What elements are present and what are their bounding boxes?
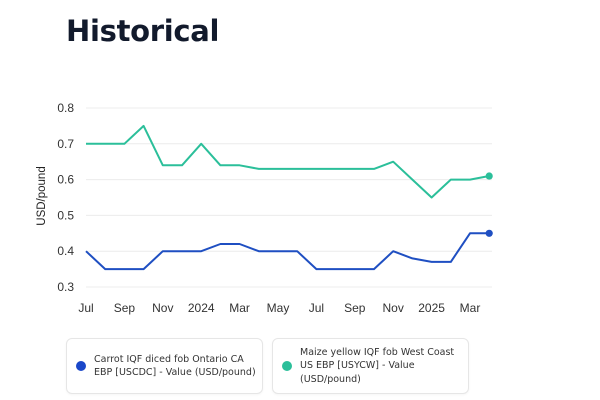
- y-tick-label: 0.7: [57, 137, 74, 151]
- x-tick-label: 2024: [188, 301, 215, 315]
- series-lines: [85, 124, 493, 271]
- y-axis-ticks: 0.8 0.7 0.6 0.5 0.4 0.3: [57, 101, 74, 294]
- x-tick-label: 2025: [418, 301, 445, 315]
- x-tick-label: Nov: [152, 301, 173, 315]
- x-tick-label: Sep: [114, 301, 136, 315]
- y-axis-label: USD/pound: [36, 166, 48, 225]
- legend-label-maize: Maize yellow IQF fob West Coast US EBP […: [300, 346, 455, 385]
- series-line-maize: [86, 124, 490, 199]
- legend-item-carrot[interactable]: Carrot IQF diced fob Ontario CA EBP [USC…: [66, 338, 263, 394]
- y-tick-label: 0.6: [57, 173, 74, 187]
- y-tick-label: 0.5: [57, 208, 74, 222]
- y-tick-label: 0.3: [57, 280, 74, 294]
- legend-item-maize[interactable]: Maize yellow IQF fob West Coast US EBP […: [272, 338, 469, 394]
- page-title: Historical: [66, 14, 220, 48]
- legend-marker-maize: [282, 361, 292, 371]
- x-tick-label: Jul: [78, 301, 93, 315]
- x-axis-ticks: Jul Sep Nov 2024 Mar May Jul Sep Nov 2025 Mar: [78, 301, 480, 315]
- y-tick-label: 0.4: [57, 244, 74, 258]
- x-tick-label: Jul: [309, 301, 324, 315]
- y-tick-label: 0.8: [57, 101, 74, 115]
- x-tick-label: May: [267, 301, 290, 315]
- x-tick-label: Sep: [344, 301, 366, 315]
- x-tick-label: Mar: [460, 301, 481, 315]
- series-line-carrot: [85, 232, 490, 271]
- gridlines: [86, 107, 492, 288]
- legend-marker-carrot: [76, 361, 86, 371]
- line-chart: 0.80.70.60.50.40.3 Jul Sep Nov 2024 Mar May Ju…: [36, 101, 493, 315]
- last-point-maize: [485, 172, 493, 180]
- legend-label-carrot: Carrot IQF diced fob Ontario CA EBP [USC…: [94, 353, 256, 379]
- last-point-carrot: [485, 229, 493, 237]
- x-tick-label: Mar: [229, 301, 250, 315]
- x-tick-label: Nov: [383, 301, 404, 315]
